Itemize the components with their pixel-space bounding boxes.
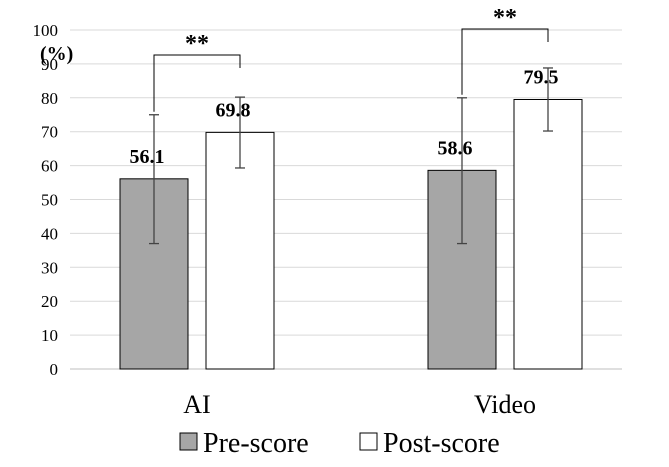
y-tick-label: 0 [50,360,59,379]
data-label: 79.5 [524,66,559,88]
legend-swatch [359,432,378,451]
legend-label: Pre-score [203,428,309,459]
y-tick-label: 20 [41,292,58,311]
bars [119,98,583,370]
data-labels: 56.1 69.8 58.6 79.5 [130,66,559,167]
y-tick-label: 90 [41,55,58,74]
y-tick-label: 100 [33,21,59,40]
x-category-label: AI [183,390,210,419]
legend: Pre-score Post-score [179,428,500,459]
y-tick-label: 60 [41,157,58,176]
legend-swatch [179,432,198,451]
y-tick-label: 40 [41,224,58,243]
significance-bracket [461,28,549,95]
x-axis-categories: AI Video [183,390,536,419]
significance-label: ** [185,31,209,57]
y-tick-label: 10 [41,326,58,345]
significance-brackets: ** ** [153,5,549,112]
significance-bracket [153,54,241,112]
y-tick-label: 50 [41,191,58,210]
error-bars [149,67,553,245]
y-axis-ticks: 0 10 20 30 40 50 60 70 80 90 100 [33,21,59,379]
data-label: 58.6 [438,137,473,159]
y-tick-label: 80 [41,89,58,108]
legend-label: Post-score [383,428,500,459]
y-tick-label: 30 [41,258,58,277]
y-unit-label: (%) [40,43,73,65]
bar [513,98,583,370]
data-label: 56.1 [130,146,165,168]
y-tick-label: 70 [41,123,58,142]
significance-label: ** [493,5,517,31]
x-category-label: Video [474,390,536,419]
bar [205,131,275,370]
data-label: 69.8 [216,99,251,121]
